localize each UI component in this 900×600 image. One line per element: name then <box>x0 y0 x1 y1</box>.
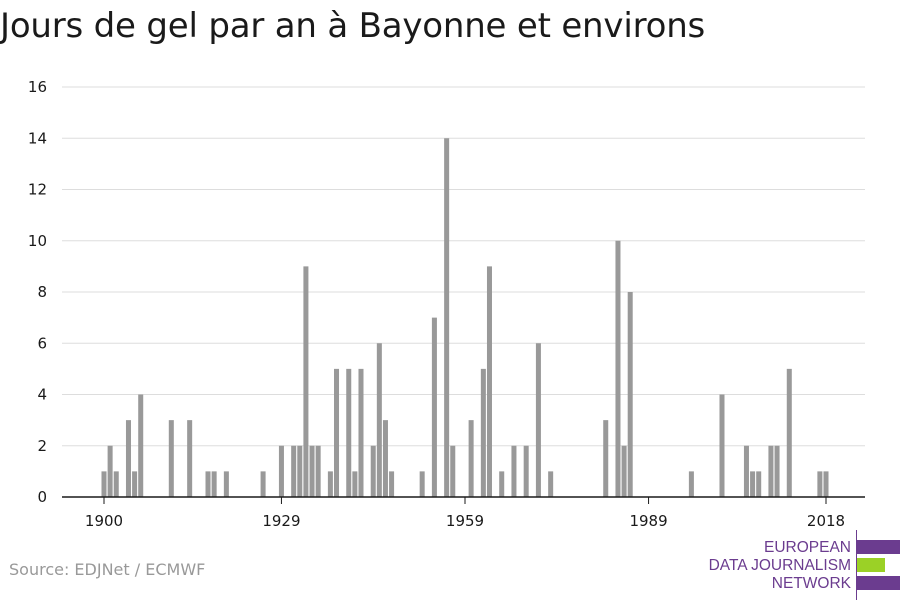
logo-divider <box>856 530 857 600</box>
bar-1914[interactable] <box>187 420 193 497</box>
bar-1945[interactable] <box>376 343 382 497</box>
bar-2017[interactable] <box>817 471 823 497</box>
logo-line-3: NETWORK <box>771 575 851 592</box>
y-tick-label: 2 <box>37 437 47 455</box>
bar-1906[interactable] <box>138 394 144 498</box>
bar-2005[interactable] <box>743 445 749 497</box>
bar-chart: 0 2 4 6 8 10 12 14 16 1900 1929 1959 1989 2018 <box>28 78 865 530</box>
logo-bar-purple-top <box>857 540 900 554</box>
y-tick-label: 12 <box>28 181 47 199</box>
bar-1929[interactable] <box>278 445 284 497</box>
bar-1947[interactable] <box>389 471 395 497</box>
bar-1911[interactable] <box>168 420 174 497</box>
bar-1941[interactable] <box>352 471 358 497</box>
bar-1932[interactable] <box>297 445 303 497</box>
bar-1969[interactable] <box>523 445 529 497</box>
bar-1942[interactable] <box>358 368 364 497</box>
bar-2012[interactable] <box>786 368 792 497</box>
bar-1985[interactable] <box>621 445 627 497</box>
bar-1918[interactable] <box>211 471 217 497</box>
bar-1917[interactable] <box>205 471 211 497</box>
y-tick-label: 6 <box>37 334 47 352</box>
bar-1920[interactable] <box>223 471 229 497</box>
bar-2006[interactable] <box>750 471 756 497</box>
bar-1900[interactable] <box>101 471 107 497</box>
bar-1963[interactable] <box>486 266 492 497</box>
chart-title: Jours de gel par an à Bayonne et environ… <box>0 6 706 46</box>
y-tick-label: 0 <box>37 488 47 506</box>
y-tick-label: 10 <box>28 232 47 250</box>
bar-1956[interactable] <box>444 138 450 497</box>
bar-1934[interactable] <box>309 445 315 497</box>
bar-1946[interactable] <box>382 420 388 497</box>
bar-1982[interactable] <box>603 420 609 497</box>
bar-1971[interactable] <box>535 343 541 497</box>
y-tick-label: 16 <box>28 78 47 96</box>
x-axis-ticks: 1900 1929 1959 1989 2018 <box>85 497 845 530</box>
bar-1933[interactable] <box>303 266 309 497</box>
bar-1996[interactable] <box>688 471 694 497</box>
edjnet-logo[interactable]: EUROPEAN DATA JOURNALISM NETWORK <box>700 530 900 600</box>
x-tick-label: 1929 <box>262 512 300 530</box>
bar-1952[interactable] <box>419 471 425 497</box>
bar-1935[interactable] <box>315 445 321 497</box>
logo-bar-green <box>857 558 885 572</box>
bar-1986[interactable] <box>627 292 633 497</box>
y-tick-label: 4 <box>37 386 47 404</box>
y-tick-label: 8 <box>37 283 47 301</box>
bar-1902[interactable] <box>113 471 119 497</box>
bar-1960[interactable] <box>468 420 474 497</box>
source-credit: Source: EDJNet / ECMWF <box>9 560 206 579</box>
logo-bar-purple-bottom <box>857 576 900 590</box>
bar-1984[interactable] <box>615 240 621 497</box>
bar-2007[interactable] <box>756 471 762 497</box>
y-axis-ticks: 0 2 4 6 8 10 12 14 16 <box>28 78 47 506</box>
bar-1904[interactable] <box>125 420 131 497</box>
logo-line-2: DATA JOURNALISM <box>708 557 851 574</box>
x-tick-label: 2018 <box>807 512 845 530</box>
bar-1954[interactable] <box>431 317 437 497</box>
bar-2009[interactable] <box>768 445 774 497</box>
bar-2010[interactable] <box>774 445 780 497</box>
bar-1967[interactable] <box>511 445 517 497</box>
bar-1905[interactable] <box>132 471 138 497</box>
bar-1926[interactable] <box>260 471 266 497</box>
bar-2018[interactable] <box>823 471 829 497</box>
bar-2001[interactable] <box>719 394 725 498</box>
bar-1962[interactable] <box>480 368 486 497</box>
bar-1944[interactable] <box>370 445 376 497</box>
logo-line-1: EUROPEAN <box>764 539 851 556</box>
bars <box>101 138 829 498</box>
x-tick-label: 1989 <box>629 512 667 530</box>
bar-1901[interactable] <box>107 445 113 497</box>
gridlines <box>62 86 865 447</box>
bar-1931[interactable] <box>291 445 297 497</box>
bar-1937[interactable] <box>327 471 333 497</box>
bar-1973[interactable] <box>548 471 554 497</box>
bar-1965[interactable] <box>499 471 505 497</box>
y-tick-label: 14 <box>28 129 47 147</box>
x-tick-label: 1900 <box>85 512 123 530</box>
bar-1938[interactable] <box>333 368 340 497</box>
bar-1957[interactable] <box>450 445 456 497</box>
x-tick-label: 1959 <box>446 512 484 530</box>
bar-1940[interactable] <box>346 368 352 497</box>
